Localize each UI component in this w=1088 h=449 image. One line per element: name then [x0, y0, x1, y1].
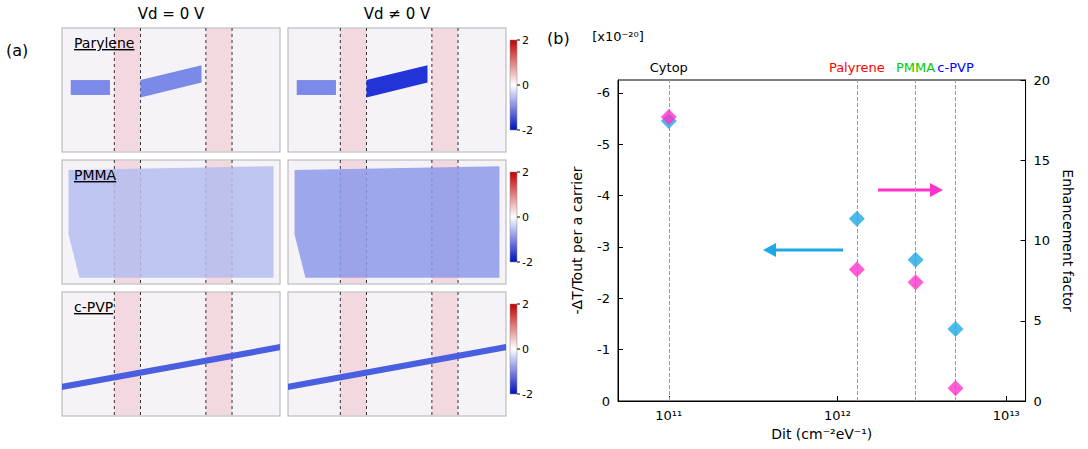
- svg-text:5: 5: [1034, 313, 1042, 328]
- svg-text:-2: -2: [522, 388, 533, 401]
- svg-text:2: 2: [522, 34, 529, 47]
- svg-text:Palyrene: Palyrene: [829, 60, 885, 75]
- svg-text:10: 10: [1034, 233, 1051, 248]
- svg-text:Cytop: Cytop: [650, 60, 688, 75]
- svg-text:Dit (cm⁻²eV⁻¹): Dit (cm⁻²eV⁻¹): [771, 426, 872, 442]
- svg-text:Enhancement factor: Enhancement factor: [1060, 169, 1076, 312]
- svg-text:20: 20: [1034, 73, 1051, 88]
- svg-text:0: 0: [522, 79, 529, 92]
- svg-text:0: 0: [1034, 394, 1042, 409]
- svg-text:-4: -4: [597, 188, 610, 203]
- svg-text:-5: -5: [597, 137, 610, 152]
- svg-text:-1: -1: [597, 342, 610, 357]
- svg-text:-ΔT/Tout per a carrier: -ΔT/Tout per a carrier: [569, 166, 585, 314]
- svg-text:-2: -2: [522, 124, 533, 137]
- svg-text:2: 2: [522, 298, 529, 311]
- svg-text:10¹¹: 10¹¹: [655, 408, 682, 423]
- svg-text:Vd = 0 V: Vd = 0 V: [138, 5, 205, 23]
- svg-text:0: 0: [602, 394, 610, 409]
- svg-text:-6: -6: [597, 85, 610, 100]
- svg-text:PMMA: PMMA: [896, 60, 935, 75]
- svg-text:0: 0: [522, 211, 529, 224]
- svg-text:Vd ≠ 0 V: Vd ≠ 0 V: [364, 5, 431, 23]
- svg-text:-2: -2: [522, 256, 533, 269]
- svg-text:-3: -3: [597, 239, 610, 254]
- svg-text:-2: -2: [597, 291, 610, 306]
- svg-text:(a): (a): [6, 41, 28, 60]
- svg-text:c-PVP: c-PVP: [937, 60, 974, 75]
- svg-text:[x10⁻²⁰]: [x10⁻²⁰]: [592, 29, 644, 44]
- svg-text:c-PVP: c-PVP: [74, 299, 113, 315]
- svg-text:15: 15: [1034, 153, 1051, 168]
- svg-text:PMMA: PMMA: [74, 167, 117, 183]
- svg-text:0: 0: [522, 343, 529, 356]
- svg-text:10¹²: 10¹²: [824, 408, 851, 423]
- svg-text:10¹³: 10¹³: [993, 408, 1020, 423]
- svg-text:Parylene: Parylene: [74, 35, 134, 51]
- svg-text:(b): (b): [547, 29, 570, 48]
- svg-text:2: 2: [522, 166, 529, 179]
